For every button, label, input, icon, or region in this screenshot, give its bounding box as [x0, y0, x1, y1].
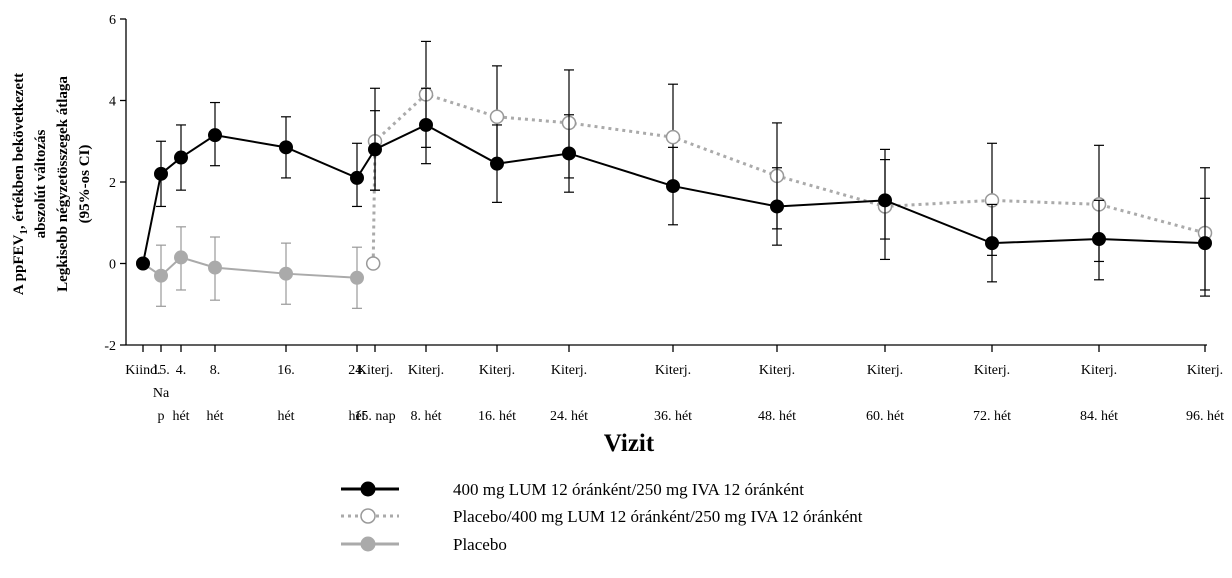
legend-item-1: 400 mg LUM 12 óránként/250 mg IVA 12 órá…	[341, 480, 804, 499]
x-tick-label: 96. hét	[1186, 409, 1224, 424]
data-point	[665, 129, 681, 145]
data-point	[878, 193, 892, 208]
x-tick-label: Kiterj.	[867, 363, 903, 378]
x-tick-label: 60. hét	[866, 409, 904, 424]
legend-label: 400 mg LUM 12 óránként/250 mg IVA 12 órá…	[453, 480, 804, 499]
x-tick-label: 4.	[176, 363, 187, 378]
x-tick-label: 24. hét	[550, 409, 588, 424]
data-point	[279, 140, 293, 155]
x-tick-label: 8. hét	[410, 409, 441, 424]
y-axis-label-line-1: A ppFEV1, értékben bekövetkezett	[11, 73, 30, 295]
y-tick-label: 2	[109, 176, 116, 191]
y-axis-label-line-2: abszolút változás	[33, 129, 49, 238]
legend-marker	[360, 508, 376, 524]
x-tick-label: 8.	[210, 363, 221, 378]
data-point	[985, 236, 999, 251]
legend-label: Placebo	[453, 535, 507, 554]
data-point	[1198, 236, 1212, 251]
legend-item-2: Placebo/400 mg LUM 12 óránként/250 mg IV…	[341, 507, 863, 526]
x-tick-label: 16.	[277, 363, 295, 378]
data-point	[365, 256, 381, 271]
y-axis-label: A ppFEV1, értékben bekövetkezett abszolú…	[11, 73, 93, 295]
y-axis-label-line-4: (95%-os CI)	[77, 145, 93, 224]
x-tick-label: Kiterj.	[1187, 363, 1223, 378]
data-point	[666, 179, 680, 194]
x-tick-label: p	[158, 409, 165, 424]
x-tick-label: Kiterj.	[479, 363, 515, 378]
y-axis-label-line-3: Legkisebb négyzetösszegek átlaga	[55, 76, 71, 292]
data-point	[208, 260, 222, 275]
x-tick-label: 24.	[348, 363, 366, 378]
series-1	[136, 87, 1212, 291]
data-point	[174, 150, 188, 165]
x-tick-label: hét	[172, 409, 189, 424]
data-point	[154, 166, 168, 181]
y-tick-label: 6	[109, 13, 116, 28]
x-tick-label: Kiterj.	[974, 363, 1010, 378]
x-tick-label: 48. hét	[758, 409, 796, 424]
legend-label: Placebo/400 mg LUM 12 óránként/250 mg IV…	[453, 507, 863, 526]
data-point	[490, 156, 504, 171]
legend-item-3: Placebo	[341, 535, 507, 554]
x-tick-label: 36. hét	[654, 409, 692, 424]
data-point	[1092, 232, 1106, 247]
data-point	[368, 142, 382, 157]
data-point	[136, 256, 150, 271]
x-tick-label: Kiterj.	[1081, 363, 1117, 378]
data-point	[562, 146, 576, 161]
data-point	[350, 270, 364, 285]
x-tick-label: hét	[348, 409, 365, 424]
x-tick-label: 15. nap	[354, 409, 395, 424]
series-line	[142, 123, 1206, 264]
x-tick-label: Kiind.	[125, 363, 160, 378]
data-point	[154, 268, 168, 283]
x-tick-label: 72. hét	[973, 409, 1011, 424]
x-tick-label: 15.	[152, 363, 170, 378]
x-tick-label: Kiterj.	[408, 363, 444, 378]
y-tick-label: 0	[109, 258, 116, 273]
x-tick-label: hét	[277, 409, 294, 424]
x-tick-label: 84. hét	[1080, 409, 1118, 424]
x-tick-label: Kiterj.	[655, 363, 691, 378]
x-tick-label: Kiterj.	[551, 363, 587, 378]
x-tick-label: hét	[206, 409, 223, 424]
legend-marker	[360, 536, 376, 552]
y-tick-label: 4	[109, 95, 116, 110]
x-axis-title: Vizit	[604, 430, 655, 457]
data-point	[419, 117, 433, 132]
data-point	[174, 250, 188, 265]
data-point	[350, 170, 364, 185]
y-tick-label: -2	[104, 339, 116, 354]
data-point	[770, 199, 784, 214]
x-tick-label: Na	[153, 386, 170, 401]
data-point	[279, 266, 293, 281]
data-point	[489, 109, 505, 125]
data-point	[208, 128, 222, 143]
x-tick-label: Kiterj.	[357, 363, 393, 378]
legend-marker	[360, 481, 376, 497]
x-tick-label: Kiterj.	[759, 363, 795, 378]
x-tick-label: 16. hét	[478, 409, 516, 424]
series-3	[136, 226, 364, 309]
